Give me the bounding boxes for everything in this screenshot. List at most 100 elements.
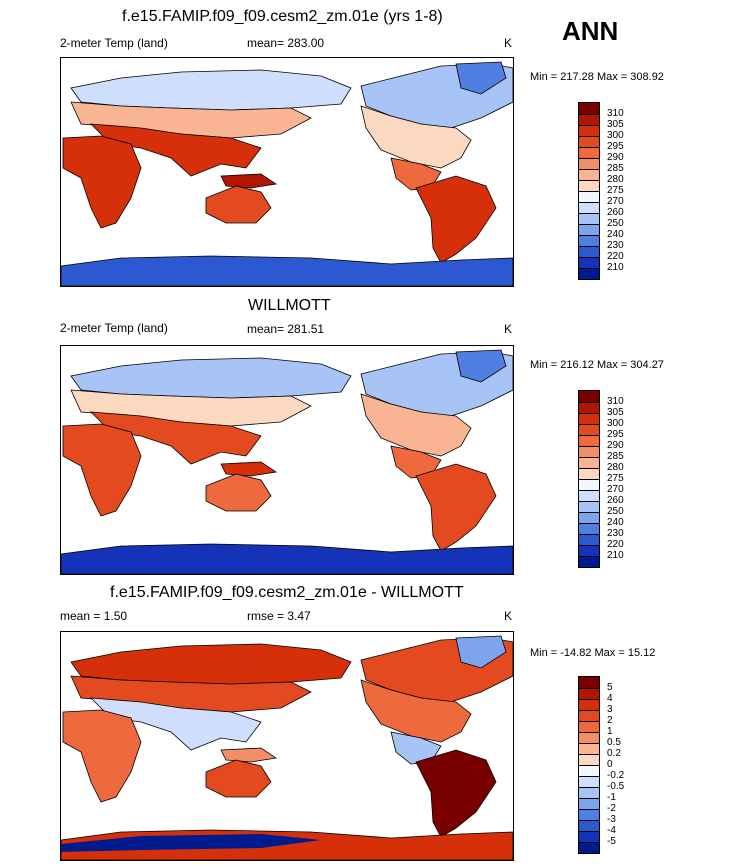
colorbar-swatch [579,147,599,158]
colorbar-swatch [579,479,599,490]
colorbar-label: 210 [607,550,624,561]
colorbar-label: 0 [607,759,613,770]
colorbar-label: -1 [607,792,616,803]
colorbar-label: 4 [607,693,613,704]
colorbar-swatch [579,413,599,424]
colorbar-swatch [579,103,599,114]
colorbar-label: 220 [607,251,624,262]
greenland [455,61,507,95]
north-america-mid [360,393,472,457]
panel-1-mean: mean= 283.00 [247,36,325,50]
antarctica-cold-patch [61,834,321,852]
colorbar-label: 2 [607,715,613,726]
colorbar-swatch [579,842,599,853]
colorbar-label: 290 [607,152,624,163]
greenland [455,349,507,383]
south-america [415,175,497,264]
colorbar-swatch [579,523,599,534]
colorbar-swatch [579,169,599,180]
panel-3-minmax: Min = -14.82 Max = 15.12 [530,647,656,659]
eurasia-north [70,357,352,399]
colorbar-label: 275 [607,185,624,196]
colorbar-swatch [579,765,599,776]
colorbar-label: 305 [607,407,624,418]
colorbar-swatch [579,490,599,501]
colorbar-label: 210 [607,262,624,273]
africa [62,423,142,517]
colorbar-label: -0.2 [607,770,625,781]
antarctica [61,255,513,286]
colorbar-swatch [579,435,599,446]
colorbar-swatch [579,191,599,202]
panel-3-title: f.e15.FAMIP.f09_f09.cesm2_zm.01e - WILLM… [110,584,464,601]
colorbar-label: 1 [607,726,613,737]
colorbar-swatch [579,721,599,732]
colorbar-label: -5 [607,836,616,847]
panel-3-rmse: rmse = 3.47 [247,609,311,623]
africa [62,709,142,803]
colorbar-label: -0.5 [607,781,625,792]
colorbar-label: 310 [607,396,624,407]
indonesia [220,747,278,763]
colorbar-swatch [579,512,599,523]
panel-1-variable: 2-meter Temp (land) [60,36,168,50]
colorbar-swatch [579,688,599,699]
colorbar-label: 270 [607,484,624,495]
colorbar-swatch [579,699,599,710]
panel-1-map [60,57,514,287]
colorbar-swatch [579,202,599,213]
colorbar-label: 285 [607,163,624,174]
colorbar-label: 220 [607,539,624,550]
colorbar-swatch [579,136,599,147]
panel-1-title: f.e15.FAMIP.f09_f09.cesm2_zm.01e (yrs 1-… [122,8,443,25]
panel-1-units: K [504,36,513,50]
colorbar-label: 300 [607,130,624,141]
colorbar-label: 300 [607,418,624,429]
colorbar-swatch [579,268,599,279]
colorbar-swatch [579,501,599,512]
north-america-mid [360,679,472,743]
panel-3-map [60,631,514,861]
colorbar-label: 230 [607,528,624,539]
colorbar-swatch [579,677,599,688]
australia [205,185,272,224]
colorbar-swatch [579,402,599,413]
colorbar-label: 240 [607,229,624,240]
colorbar-label: 240 [607,517,624,528]
south-america [415,463,497,552]
antarctica [61,543,513,574]
colorbar-swatch [579,545,599,556]
colorbar-swatch [579,257,599,268]
colorbar-swatch [579,468,599,479]
colorbar-label: 295 [607,141,624,152]
colorbar-swatch [579,534,599,545]
colorbar-label: 260 [607,207,624,218]
indonesia [220,173,278,189]
eurasia-north [70,69,352,111]
south-america [415,749,497,838]
colorbar-swatch [579,787,599,798]
colorbar-label: 285 [607,451,624,462]
panel-3-mean: mean = 1.50 [60,609,128,623]
panel-2-colorbar: 310 305 300 295 290 285 280 275 270 260 250 240 230 2… [578,390,624,568]
panel-2-minmax: Min = 216.12 Max = 304.27 [530,359,664,371]
africa [62,135,142,229]
panel-2-title: WILLMOTT [248,297,331,314]
eurasia-north [70,643,352,685]
australia [205,759,272,798]
colorbar-swatch [579,213,599,224]
colorbar-label: 290 [607,440,624,451]
colorbar-swatch [579,754,599,765]
colorbar-swatch [579,158,599,169]
colorbar-swatch [579,732,599,743]
panel-2-map [60,345,514,575]
asia-south [89,411,262,465]
panel-1-minmax: Min = 217.28 Max = 308.92 [530,71,664,83]
colorbar-label: -3 [607,814,616,825]
colorbar-label: 305 [607,119,624,130]
panel-2-mean: mean= 281.51 [247,322,325,336]
colorbar-label: 250 [607,218,624,229]
colorbar-label: 280 [607,174,624,185]
panel-3-units: K [504,609,513,623]
colorbar-label: 295 [607,429,624,440]
